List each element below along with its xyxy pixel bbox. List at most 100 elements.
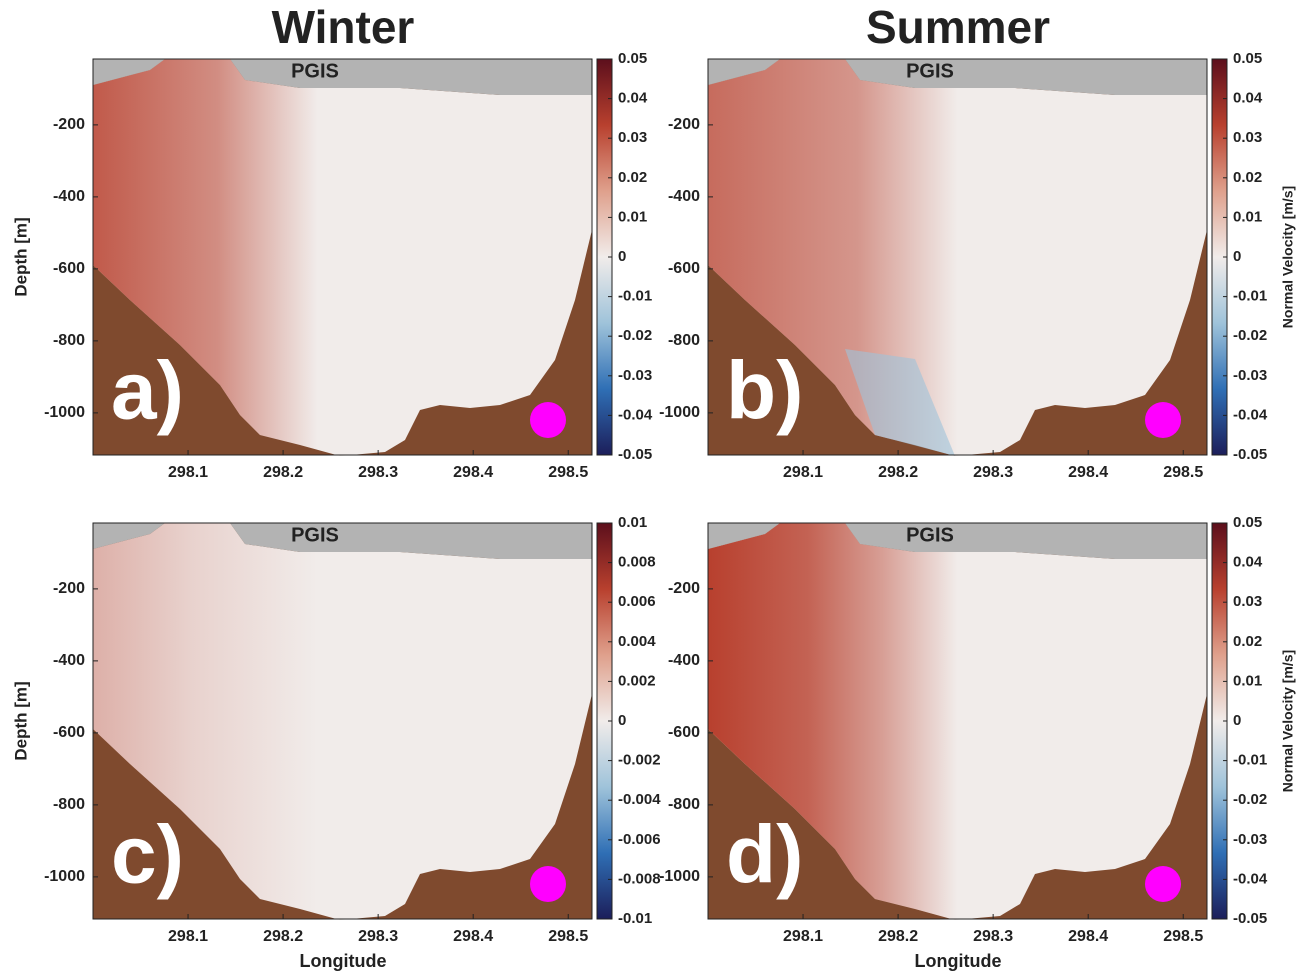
plot-frame xyxy=(92,522,593,920)
y-tick-label: -800 xyxy=(668,332,700,349)
x-tick-label: 298.5 xyxy=(1163,464,1203,481)
plot-frame xyxy=(707,522,1208,920)
panel: PGIS c) 298.1 298.2 298.3 298.4 298.5 -200 -400 -… xyxy=(11,514,661,971)
x-tick-label: 298.1 xyxy=(168,928,208,945)
colorbar-tick-label: 0 xyxy=(618,248,626,265)
panel-label: d) xyxy=(726,810,803,901)
x-tick-label: 298.5 xyxy=(548,464,588,481)
colorbar-tick-label: -0.03 xyxy=(1233,367,1267,384)
x-tick-label: 298.4 xyxy=(1068,464,1108,481)
colorbar-tick-label: 0.05 xyxy=(618,50,647,67)
colorbar-tick-label: 0.01 xyxy=(618,514,647,531)
x-tick-label: 298.1 xyxy=(168,464,208,481)
colorbar-tick-label: 0.03 xyxy=(1233,129,1262,146)
colorbar-tick-label: 0.03 xyxy=(1233,593,1262,610)
colorbar-tick-label: 0.01 xyxy=(1233,672,1262,689)
colorbar-tick-label: 0.03 xyxy=(618,129,647,146)
x-tick-label: 298.4 xyxy=(453,464,493,481)
panel: PGIS b) 298.1 298.2 298.3 298.4 298.5 -200 -400 -… xyxy=(659,1,1296,481)
station-marker xyxy=(530,402,566,438)
colorbar-tick-label: 0.002 xyxy=(618,672,656,689)
colorbar-tick-label: 0.02 xyxy=(618,169,647,186)
station-marker xyxy=(530,866,566,902)
colorbar-tick-label: 0.04 xyxy=(1233,90,1263,107)
colorbar-tick-label: 0.05 xyxy=(1233,50,1262,67)
colorbar-tick-label: -0.05 xyxy=(1233,910,1267,927)
y-tick-label: -800 xyxy=(53,796,85,813)
colorbar-tick-label: 0.01 xyxy=(1233,208,1262,225)
annotation: PGIS xyxy=(906,60,954,82)
colorbar-tick-label: -0.01 xyxy=(1233,752,1267,769)
velocity-field xyxy=(93,523,592,920)
colorbar-tick-label: 0.04 xyxy=(618,90,648,107)
x-tick-label: 298.3 xyxy=(358,464,398,481)
colorbar-tick-label: 0 xyxy=(1233,712,1241,729)
colorbar-tick-label: -0.04 xyxy=(1233,406,1268,423)
colorbar-tick-label: 0.04 xyxy=(1233,554,1263,571)
colorbar-tick-label: 0.02 xyxy=(1233,169,1262,186)
colorbar-tick-label: -0.002 xyxy=(618,752,661,769)
velocity-field xyxy=(708,59,1207,456)
colorbar-tick-label: -0.04 xyxy=(1233,870,1268,887)
ice-shelf xyxy=(93,59,592,95)
panel-label: a) xyxy=(111,346,184,437)
y-tick-label: -600 xyxy=(53,260,85,277)
x-tick-label: 298.4 xyxy=(1068,928,1108,945)
y-axis-label: Depth [m] xyxy=(11,681,30,760)
colorbar-label: Normal Velocity [m/s] xyxy=(1280,186,1296,328)
colorbar-tick-label: -0.004 xyxy=(618,791,661,808)
y-axis-label: Depth [m] xyxy=(11,217,30,296)
colorbar-tick-label: -0.04 xyxy=(618,406,653,423)
colorbar-tick-label: 0.006 xyxy=(618,593,656,610)
colorbar-tick-label: 0.05 xyxy=(1233,514,1262,531)
colorbar-tick-label: -0.05 xyxy=(1233,446,1267,463)
y-tick-label: -1000 xyxy=(44,404,85,421)
colorbar-tick-label: 0 xyxy=(1233,248,1241,265)
y-tick-label: -200 xyxy=(668,580,700,597)
y-tick-label: -400 xyxy=(53,652,85,669)
x-tick-label: 298.2 xyxy=(263,928,303,945)
panel-label: c) xyxy=(111,810,184,901)
x-tick-label: 298.5 xyxy=(548,928,588,945)
colorbar-tick-label: -0.02 xyxy=(1233,327,1267,344)
velocity-field xyxy=(708,523,1207,920)
x-tick-label: 298.3 xyxy=(973,928,1013,945)
colorbar-tick-label: -0.03 xyxy=(1233,831,1267,848)
ice-shelf xyxy=(708,59,1207,95)
panel: PGIS a) 298.1 298.2 298.3 298.4 298.5 -200 -400 -… xyxy=(11,1,652,481)
colorbar-tick-label: 0.004 xyxy=(618,633,656,650)
colorbar-tick-label: -0.02 xyxy=(1233,791,1267,808)
panel-title: Summer xyxy=(866,1,1050,53)
colorbar-tick-label: -0.01 xyxy=(1233,288,1267,305)
x-tick-label: 298.1 xyxy=(783,928,823,945)
y-tick-label: -600 xyxy=(668,260,700,277)
station-marker xyxy=(1145,402,1181,438)
annotation: PGIS xyxy=(291,524,339,546)
colorbar-tick-label: -0.02 xyxy=(618,327,652,344)
ice-shelf xyxy=(708,523,1207,559)
y-tick-label: -200 xyxy=(53,580,85,597)
y-tick-label: -200 xyxy=(668,116,700,133)
colorbar-tick-label: -0.01 xyxy=(618,288,652,305)
x-axis-label: Longitude xyxy=(915,951,1002,971)
annotation: PGIS xyxy=(906,524,954,546)
colorbar-label: Normal Velocity [m/s] xyxy=(1280,650,1296,792)
colorbar-tick-label: 0.01 xyxy=(618,208,647,225)
x-tick-label: 298.1 xyxy=(783,464,823,481)
y-tick-label: -1000 xyxy=(44,868,85,885)
y-tick-label: -200 xyxy=(53,116,85,133)
y-tick-label: -800 xyxy=(668,796,700,813)
x-tick-label: 298.3 xyxy=(358,928,398,945)
station-marker xyxy=(1145,866,1181,902)
y-tick-label: -400 xyxy=(668,652,700,669)
annotation: PGIS xyxy=(291,60,339,82)
colorbar-tick-label: -0.03 xyxy=(618,367,652,384)
panel-label: b) xyxy=(726,346,803,437)
colorbar-tick-label: -0.006 xyxy=(618,831,661,848)
y-tick-label: -600 xyxy=(668,724,700,741)
x-tick-label: 298.4 xyxy=(453,928,493,945)
y-tick-label: -800 xyxy=(53,332,85,349)
y-tick-label: -1000 xyxy=(659,404,700,421)
colorbar-tick-label: -0.05 xyxy=(618,446,652,463)
